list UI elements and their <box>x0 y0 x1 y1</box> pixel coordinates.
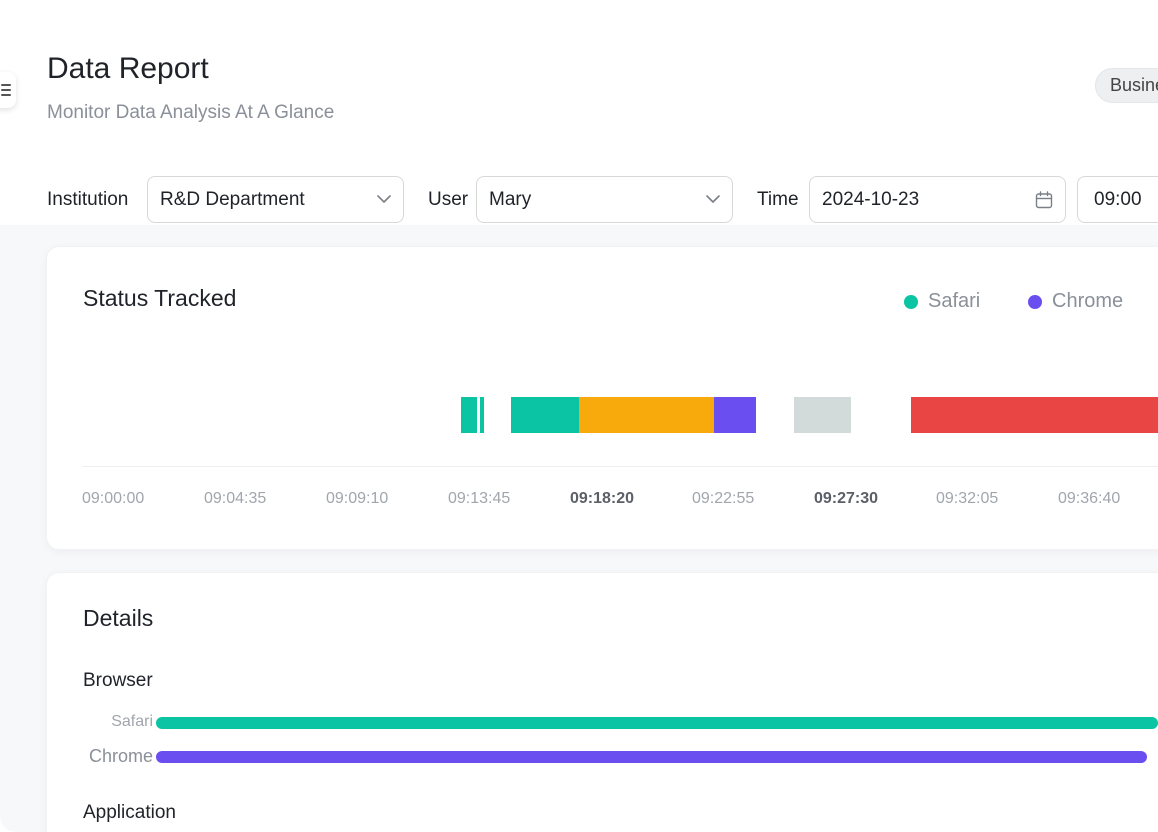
browser-bar-label-chrome: Chrome <box>88 746 153 766</box>
menu-icon <box>1 84 11 96</box>
browser-bar-chrome[interactable] <box>156 751 1148 763</box>
institution-value: R&D Department <box>160 188 305 210</box>
safari-legend-dot <box>904 294 918 309</box>
timeline-tick-label: 09:22:55 <box>692 490 755 507</box>
institution-select[interactable]: R&D Department <box>147 176 404 223</box>
timeline-tick-label: 09:04:35 <box>204 490 267 507</box>
timeline-segment-other[interactable] <box>578 397 714 433</box>
browser-bar-label-safari: Safari <box>111 713 153 730</box>
chrome-legend-dot <box>1028 294 1042 309</box>
page-title: Data Report <box>47 52 209 85</box>
timeline-tick-label: 09:36:40 <box>1058 490 1121 507</box>
timeline-tick-label: 09:00:00 <box>82 490 145 507</box>
calendar-icon <box>1035 190 1053 208</box>
date-picker[interactable]: 2024-10-23 <box>809 176 1066 223</box>
sidebar-toggle-button[interactable] <box>0 72 16 108</box>
time-value: 09:00 <box>1094 188 1142 210</box>
date-value: 2024-10-23 <box>822 188 920 210</box>
legend-item-safari[interactable]: Safari <box>904 290 980 313</box>
chevron-down-icon <box>377 195 391 203</box>
institution-label: Institution <box>47 189 129 210</box>
user-label: User <box>428 189 469 210</box>
time-picker[interactable]: 09:00 <box>1077 176 1158 223</box>
browser-bar-safari[interactable] <box>156 717 1158 729</box>
timeline-segment-safari[interactable] <box>461 397 478 433</box>
chevron-down-icon <box>706 195 720 203</box>
status-tracked-title: Status Tracked <box>83 285 237 311</box>
timeline-tick-label: 09:18:20 <box>570 490 635 507</box>
legend-label-safari: Safari <box>928 290 981 312</box>
timeline-segment-safari[interactable] <box>510 397 579 433</box>
legend-label-chrome: Chrome <box>1052 290 1124 312</box>
user-value: Mary <box>489 188 532 210</box>
browser-section-title: Browser <box>83 670 153 691</box>
timeline-tick-label: 09:13:45 <box>448 490 511 507</box>
details-title: Details <box>83 605 154 631</box>
timeline-segment-chrome[interactable] <box>713 397 757 433</box>
timeline-segment-offline[interactable] <box>911 397 1158 433</box>
legend-item-chrome[interactable]: Chrome <box>1028 290 1123 313</box>
timeline-segment-safari[interactable] <box>479 397 484 433</box>
timeline-tick-label: 09:09:10 <box>326 490 389 507</box>
timeline-segment-idle[interactable] <box>793 397 852 433</box>
time-label: Time <box>757 189 799 210</box>
timeline-axis <box>83 466 1158 467</box>
application-section-title: Application <box>83 802 176 823</box>
timeline-tick-label: 09:27:30 <box>814 490 879 507</box>
business-tag[interactable]: Business <box>1095 68 1158 103</box>
user-select[interactable]: Mary <box>476 176 733 223</box>
page-subtitle: Monitor Data Analysis At A Glance <box>47 102 335 123</box>
timeline-tick-label: 09:32:05 <box>936 490 999 507</box>
details-card <box>47 573 1158 832</box>
